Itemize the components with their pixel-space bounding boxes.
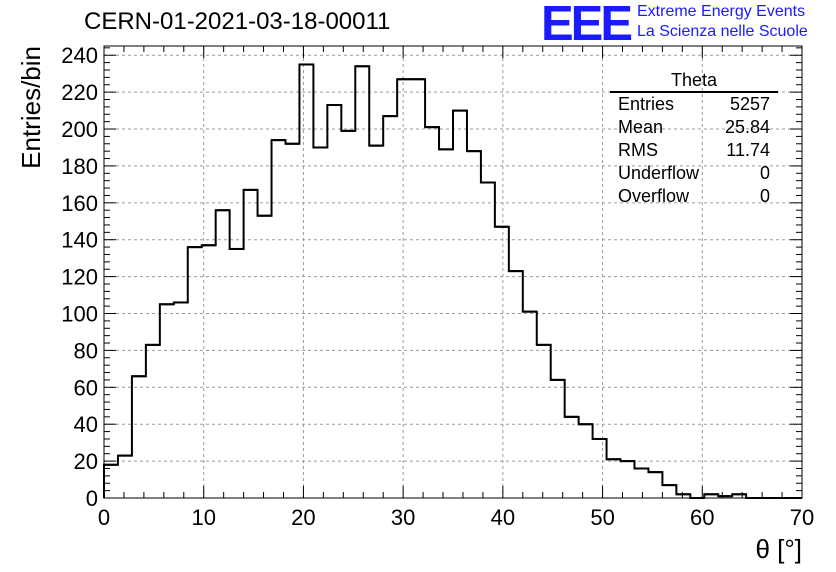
- stats-label: Entries: [618, 94, 675, 114]
- x-axis-label: θ [°]: [755, 534, 802, 564]
- stats-value: 0: [759, 186, 770, 206]
- x-tick-label: 70: [790, 505, 814, 530]
- stats-label: RMS: [618, 140, 658, 160]
- stats-value: 11.74: [726, 140, 770, 160]
- stats-label: Overflow: [618, 186, 690, 206]
- y-tick-label: 80: [74, 338, 98, 363]
- stats-label: Underflow: [618, 163, 700, 183]
- y-tick-label: 60: [74, 375, 98, 400]
- stats-row-overflow: Overflow 0: [610, 185, 778, 208]
- y-tick-label: 180: [61, 154, 98, 179]
- x-tick-label: 10: [191, 505, 215, 530]
- x-tick-label: 0: [98, 505, 110, 530]
- stats-title: Theta: [610, 70, 778, 93]
- x-tick-label: 20: [291, 505, 315, 530]
- y-axis-label: Entries/bin: [16, 46, 46, 169]
- stats-value: 25.84: [724, 117, 770, 137]
- y-tick-label: 140: [61, 228, 98, 253]
- x-tick-label: 60: [690, 505, 714, 530]
- logo-caption-line2: La Scienza nelle Scuole: [637, 23, 808, 40]
- y-tick-label: 220: [61, 80, 98, 105]
- y-tick-label: 240: [61, 43, 98, 68]
- stats-value: 5257: [729, 94, 770, 114]
- eee-logo: EEE: [541, 0, 633, 51]
- stats-label: Mean: [618, 117, 664, 137]
- x-tick-label: 40: [491, 505, 515, 530]
- stats-box: Theta Entries 5257 Mean 25.84 RMS 11.74 …: [610, 70, 778, 208]
- stats-row-underflow: Underflow 0: [610, 162, 778, 185]
- y-tick-label: 40: [74, 412, 98, 437]
- y-tick-label: 100: [61, 302, 98, 327]
- y-tick-label: 20: [74, 449, 98, 474]
- x-tick-label: 30: [391, 505, 415, 530]
- y-tick-label: 0: [86, 486, 98, 511]
- stats-row-rms: RMS 11.74: [610, 139, 778, 162]
- stats-row-mean: Mean 25.84: [610, 116, 778, 139]
- chart-title: CERN-01-2021-03-18-00011: [84, 8, 391, 35]
- y-tick-label: 200: [61, 117, 98, 142]
- y-tick-label: 160: [61, 191, 98, 216]
- x-tick-label: 50: [590, 505, 614, 530]
- logo-caption-line1: Extreme Energy Events: [637, 3, 806, 20]
- stats-value: 0: [759, 163, 770, 183]
- stats-row-entries: Entries 5257: [610, 93, 778, 116]
- y-tick-label: 120: [61, 265, 98, 290]
- plot-frame: [103, 45, 803, 499]
- logo-caption: Extreme Energy Events La Scienza nelle S…: [637, 2, 808, 42]
